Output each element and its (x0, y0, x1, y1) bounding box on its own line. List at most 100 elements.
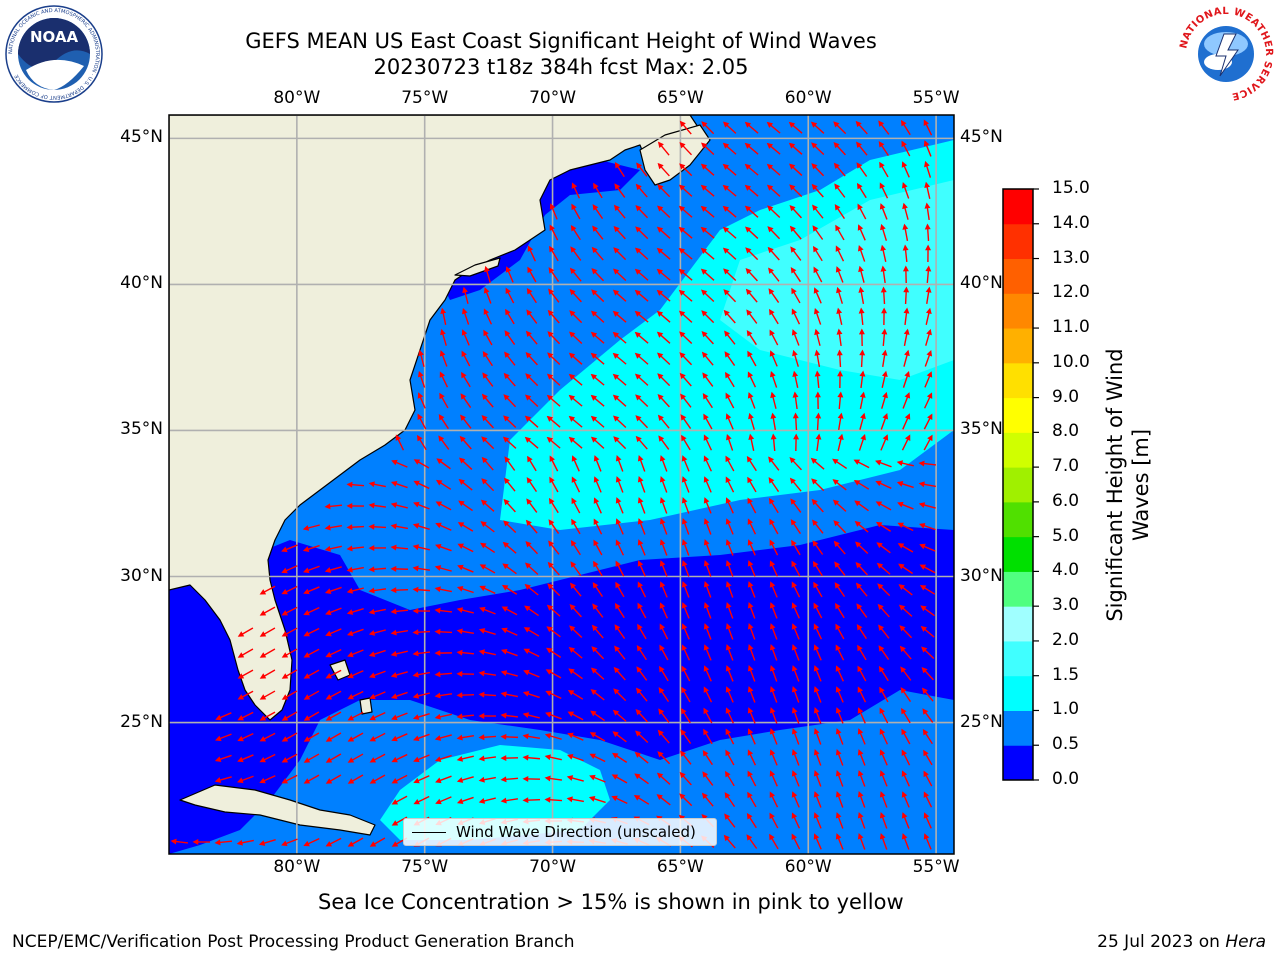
arrow-head (368, 566, 375, 573)
arrow-head (769, 623, 776, 630)
colorbar-frame (1002, 188, 1034, 781)
arrow-head (904, 370, 910, 378)
arrow-head (836, 349, 843, 356)
arrow-head (766, 184, 774, 191)
arrow-head (347, 693, 354, 700)
arrow-head (435, 798, 442, 805)
lat-tick-label-left: 35°N (120, 419, 163, 440)
arrow-head (810, 121, 818, 128)
arrow-head (703, 560, 710, 567)
arrow-head (770, 391, 776, 399)
arrow-head (681, 476, 688, 483)
arrow-head (724, 792, 731, 799)
arrow-head (770, 412, 777, 419)
arrow-head (858, 265, 864, 273)
arrow-head (900, 666, 907, 673)
lat-tick-label-right: 35°N (960, 419, 1003, 440)
arrow-head (657, 205, 664, 212)
arrow-head (745, 288, 752, 296)
arrow-head (681, 686, 687, 694)
arrow-head (791, 644, 798, 651)
arrow-head (859, 391, 866, 398)
arrow-head (681, 497, 688, 504)
arrow-head (478, 734, 485, 741)
arrow-head (898, 563, 905, 570)
arrow-head (215, 735, 222, 742)
arrow-head (368, 523, 375, 530)
arrow-head (790, 498, 797, 505)
arrow-head (456, 607, 464, 613)
arrow-head (592, 603, 599, 610)
arrow-head (567, 689, 575, 696)
arrow-head (926, 392, 933, 399)
arrow-head (460, 393, 467, 400)
arrow-head (857, 644, 863, 652)
arrow-head (593, 539, 599, 547)
arrow-head (725, 623, 732, 630)
arrow-head (478, 628, 486, 634)
arrow-head (879, 728, 886, 735)
arrow-head (413, 756, 420, 763)
arrow-head (790, 519, 797, 526)
arrow-head (413, 459, 421, 465)
arrow-head (500, 797, 507, 804)
arrow-head (438, 435, 445, 442)
arrow-head (723, 268, 730, 275)
colorbar-swatch (1003, 397, 1033, 433)
arrow-head (546, 394, 554, 401)
arrow-head (919, 584, 927, 591)
arrow-head (725, 539, 732, 546)
arrow-head (835, 644, 841, 651)
arrow-head (436, 458, 443, 465)
arrow-head (368, 608, 375, 615)
arrow-head (791, 539, 797, 547)
arrow-head (924, 202, 931, 209)
arrow-head (479, 606, 486, 613)
arrow-head (659, 602, 666, 609)
arrow-head (259, 589, 267, 595)
arrow-head (503, 520, 510, 527)
arrow-head (813, 770, 820, 777)
arrow-head (634, 751, 642, 758)
arrow-head (659, 623, 665, 630)
arrow-head (589, 774, 596, 781)
arrow-head (634, 310, 642, 317)
branch-credit: NCEP/EMC/Verification Post Processing Pr… (12, 932, 575, 952)
arrow-head (903, 307, 910, 314)
arrow-head (324, 588, 332, 594)
arrow-head (434, 650, 441, 657)
arrow-head (612, 394, 620, 401)
arrow-head (681, 539, 688, 546)
arrow-head (369, 672, 376, 679)
arrow-head (524, 415, 532, 422)
arrow-head (902, 244, 909, 251)
lon-tick-label-top: 60°W (784, 88, 832, 108)
arrow-head (880, 223, 886, 231)
arrow-head (880, 286, 887, 293)
arrow-head (480, 521, 487, 528)
arrow-head (368, 630, 376, 636)
arrow-head (412, 544, 420, 551)
arrow-head (811, 142, 818, 149)
arrow-head (813, 791, 820, 798)
arrow-head (635, 183, 642, 191)
arrow-head (879, 707, 885, 715)
colorbar (1002, 188, 1039, 781)
arrow-head (701, 351, 708, 359)
arrow-head (615, 497, 622, 504)
arrow-head (658, 708, 665, 715)
arrow-head (725, 455, 731, 463)
arrow-head (878, 624, 885, 631)
arrow-head (501, 627, 508, 634)
arrow-head (417, 370, 424, 378)
arrow-head (901, 770, 908, 777)
arrow-head (524, 605, 531, 612)
arrow-head (544, 733, 552, 739)
arrow-head (881, 349, 888, 356)
arrow-head (744, 121, 752, 128)
arrow-head (815, 433, 822, 440)
arrow-head (790, 246, 797, 253)
arrow-head (613, 436, 620, 443)
arrow-head (391, 778, 399, 784)
